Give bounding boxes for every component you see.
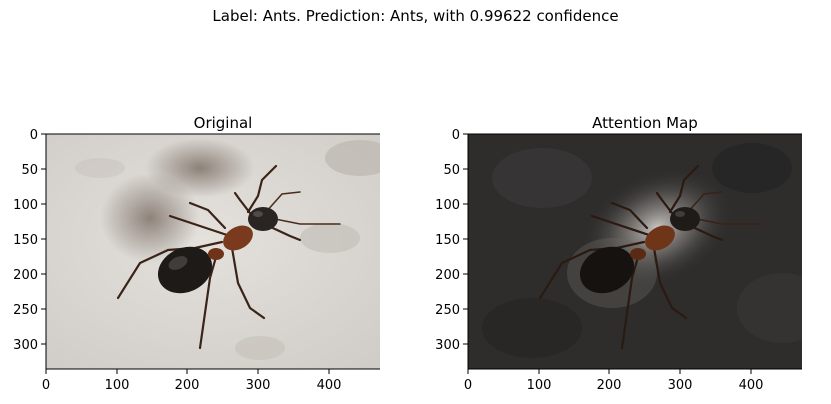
attention-ytick-label: 0 (452, 128, 460, 143)
attention-ytick-label: 100 (435, 198, 460, 213)
attention-panel: Attention Map (422, 108, 823, 400)
attention-ytick-label: 150 (435, 233, 460, 248)
original-ytick-label: 200 (13, 268, 38, 283)
original-ytick-label: 0 (30, 128, 38, 143)
attention-title: Attention Map (592, 114, 698, 132)
attention-image (468, 134, 822, 369)
original-ytick-label: 300 (13, 338, 38, 353)
ant-petiole (208, 248, 224, 260)
original-y-axis (41, 133, 46, 345)
original-ytick-label: 250 (13, 303, 38, 318)
attention-xtick-label: 0 (464, 378, 472, 393)
original-panel: Original (0, 108, 401, 400)
ant-abdomen (157, 246, 213, 294)
attention-xtick-label: 400 (739, 378, 764, 393)
attention-xtick-label: 100 (527, 378, 552, 393)
original-x-axis (45, 369, 330, 374)
ant-head (248, 207, 278, 231)
attention-y-axis (463, 133, 468, 345)
attention-ytick-label: 250 (435, 303, 460, 318)
original-xtick-label: 300 (246, 378, 271, 393)
original-xtick-label: 0 (42, 378, 50, 393)
original-xtick-label: 100 (105, 378, 130, 393)
original-xtick-label: 200 (175, 378, 200, 393)
original-ytick-label: 150 (13, 233, 38, 248)
attention-ytick-label: 200 (435, 268, 460, 283)
original-xtick-label: 400 (317, 378, 342, 393)
attention-xtick-label: 300 (668, 378, 693, 393)
figure-suptitle: Label: Ants. Prediction: Ants, with 0.99… (212, 7, 619, 25)
attention-x-axis (467, 369, 752, 374)
attention-ytick-label: 300 (435, 338, 460, 353)
original-ytick-label: 50 (21, 163, 38, 178)
attention-xtick-label: 200 (597, 378, 622, 393)
ant-thorax (223, 225, 253, 251)
original-ytick-label: 100 (13, 198, 38, 213)
original-title: Original (194, 114, 253, 132)
original-image (46, 134, 400, 369)
attention-ytick-label: 50 (443, 163, 460, 178)
